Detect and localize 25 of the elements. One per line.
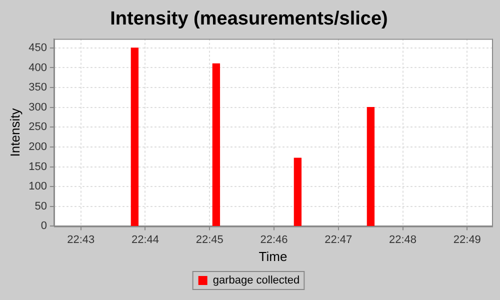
y-tick-label: 450 xyxy=(28,42,47,54)
y-tick-label: 300 xyxy=(28,101,47,114)
bar xyxy=(212,63,220,226)
y-axis-title: Intensity xyxy=(7,108,22,157)
y-tick-label: 150 xyxy=(28,160,47,173)
chart-title: Intensity (measurements/slice) xyxy=(110,8,388,30)
legend-label: garbage collected xyxy=(212,274,300,287)
y-tick-label: 200 xyxy=(28,140,47,153)
x-tick-label: 22:47 xyxy=(324,234,352,246)
y-tick-label: 400 xyxy=(28,62,47,74)
y-tick-label: 250 xyxy=(28,121,47,134)
x-tick-label: 22:46 xyxy=(260,234,288,246)
x-tick-label: 22:45 xyxy=(196,234,224,246)
x-axis-title: Time xyxy=(258,248,288,264)
x-tick-label: 22:43 xyxy=(67,234,95,246)
y-tick-label: 50 xyxy=(34,200,47,212)
x-tick-label: 22:48 xyxy=(389,234,417,246)
y-tick-label: 100 xyxy=(28,180,47,193)
bar xyxy=(130,48,139,226)
bar xyxy=(294,158,302,226)
bar xyxy=(366,107,375,226)
y-tick-label: 0 xyxy=(40,220,47,232)
x-tick-label: 22:44 xyxy=(131,234,159,246)
x-tick-label: 22:49 xyxy=(453,234,481,246)
y-tick-label: 350 xyxy=(28,82,47,94)
